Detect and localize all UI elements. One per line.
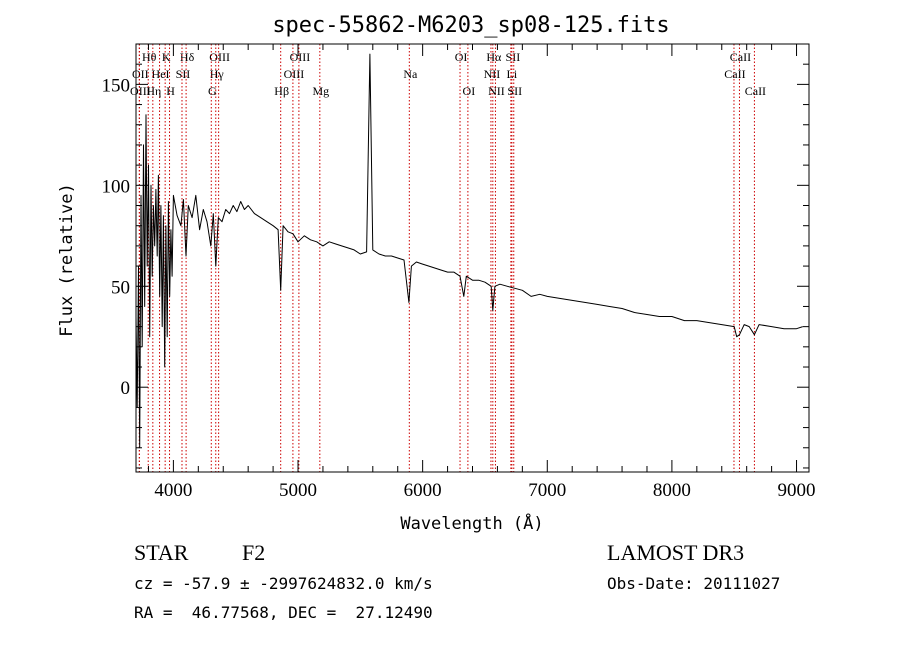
line-marker-label-18: OI (463, 84, 476, 98)
y-tick-label-1: 50 (111, 277, 130, 298)
x-tick-label-3: 7000 (528, 480, 566, 501)
line-marker-label-23: NII (488, 84, 505, 98)
y-tick-label-0: 0 (121, 378, 131, 399)
x-tick-label-4: 8000 (653, 480, 691, 501)
x-tick-label-5: 9000 (778, 480, 816, 501)
line-marker-label-13: OIII (284, 67, 305, 81)
y-tick-label-3: 150 (102, 75, 131, 96)
line-marker-label-26: CaII (724, 67, 745, 81)
line-marker-label-24: SII (507, 84, 522, 98)
sky-coordinates: RA = 46.77568, DEC = 27.12490 (134, 603, 433, 622)
line-marker-label-22: Li (507, 67, 518, 81)
chart-title: spec-55862-M6203_sp08-125.fits (272, 13, 669, 38)
series-group (135, 53, 803, 449)
line-marker-label-7: SII (176, 67, 191, 81)
line-marker-label-20: SII (506, 50, 521, 64)
x-axis-ticks: 4000 5000 6000 7000 8000 9000 (147, 44, 816, 501)
line-marker-label-25: CaII (730, 50, 751, 64)
x-axis-label: Wavelength (Å) (400, 512, 543, 534)
line-marker-label-8: H (166, 84, 175, 98)
y-axis-label: Flux (relative) (57, 183, 77, 337)
object-class: STAR (134, 540, 189, 565)
line-marker-label-14: Hβ (274, 84, 289, 98)
line-marker-label-15: Mg (312, 84, 329, 98)
line-marker-label-12: OIII (290, 50, 311, 64)
line-marker-label-1: OII (132, 67, 149, 81)
y-axis-ticks: 0 50 100 150 (102, 43, 809, 469)
plot-frame (135, 43, 810, 473)
line-marker-label-3: K (162, 50, 171, 64)
line-marker-label-9: OIII (209, 50, 230, 64)
series-line-0 (135, 53, 803, 449)
line-marker-label-27: CaII (745, 84, 766, 98)
line-marker-label-10: Hγ (210, 67, 225, 81)
line-marker-label-21: NII (484, 67, 501, 81)
line-marker-label-2: OIII (130, 84, 151, 98)
line-marker-label-6: Hδ (180, 50, 195, 64)
line-marker-label-19: Hα (486, 50, 502, 64)
observation-date: Obs-Date: 20111027 (607, 574, 781, 593)
line-marker-label-5: Hη (146, 84, 161, 98)
line-marker-label-17: OI (455, 50, 468, 64)
y-tick-label-2: 100 (102, 176, 131, 197)
line-marker-label-16: Na (403, 67, 418, 81)
object-subclass: F2 (242, 540, 266, 565)
line-marker-label-4: HeI (152, 67, 170, 81)
line-marker-label-0: Hθ (142, 50, 157, 64)
redshift-velocity: cz = -57.9 ± -2997624832.0 km/s (134, 574, 433, 593)
line-marker-label-11: G (208, 84, 217, 98)
survey-name: LAMOST DR3 (607, 540, 745, 565)
x-tick-label-1: 5000 (279, 480, 317, 501)
x-tick-label-2: 6000 (404, 480, 442, 501)
x-tick-label-0: 4000 (154, 480, 192, 501)
